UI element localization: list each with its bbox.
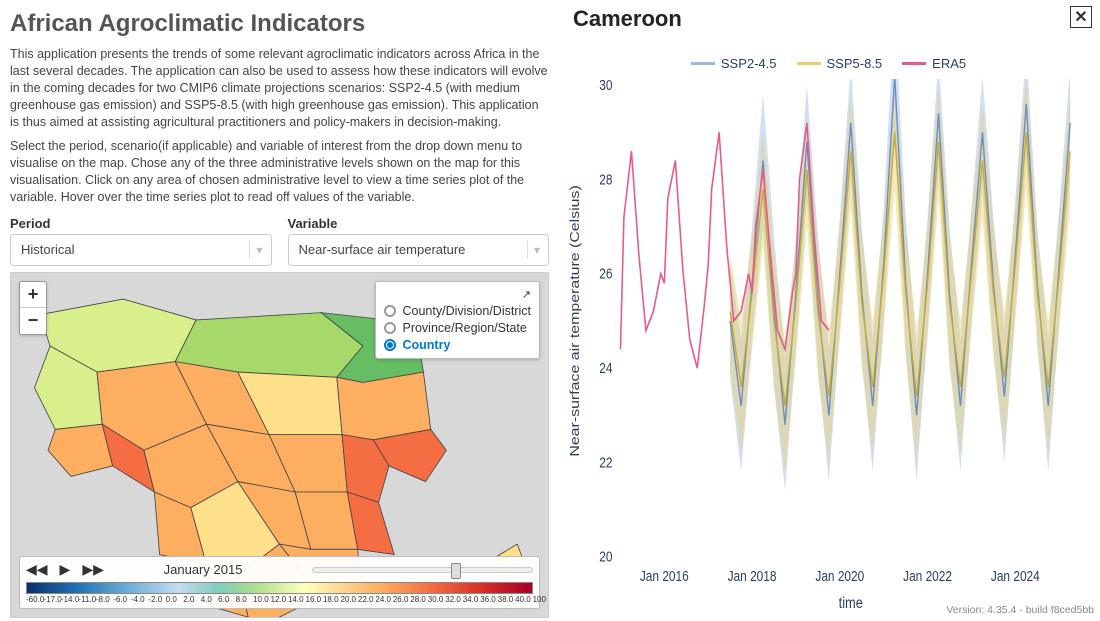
time-panel: ◀◀ ▶ ▶▶ January 2015 -60.0-17.0-14.0-11.… <box>19 556 540 609</box>
layer-radio-2[interactable]: Country <box>384 338 531 352</box>
timeseries-chart[interactable]: 20 22 24 26 28 30 Jan 2016 Jan 2018 Jan 2020 Jan … <box>561 79 1096 618</box>
chevron-down-icon: ▾ <box>256 243 262 257</box>
svg-text:Jan 2020: Jan 2020 <box>815 568 864 584</box>
variable-select[interactable]: Near-surface air temperature ▾ <box>288 234 550 266</box>
svg-text:20: 20 <box>599 548 612 564</box>
time-slider[interactable] <box>312 567 533 573</box>
map[interactable]: + − ↗ County/Division/District Province/R… <box>10 272 549 618</box>
variable-label: Variable <box>288 216 550 231</box>
zoom-control: + − <box>19 281 47 335</box>
svg-text:24: 24 <box>599 360 613 376</box>
svg-text:22: 22 <box>599 454 612 470</box>
time-slider-thumb[interactable] <box>451 563 461 579</box>
time-play-button[interactable]: ▶ <box>60 561 71 578</box>
legend-item[interactable]: SSP5-8.5 <box>797 56 883 71</box>
svg-text:time: time <box>839 595 863 613</box>
svg-text:Near-surface air temperature (: Near-surface air temperature (Celsius) <box>568 185 582 456</box>
colorbar <box>26 582 533 594</box>
time-prev-button[interactable]: ◀◀ <box>26 561 48 578</box>
svg-text:28: 28 <box>599 171 612 187</box>
zoom-out-button[interactable]: − <box>20 308 46 334</box>
intro-paragraph-2: Select the period, scenario(if applicabl… <box>10 138 549 206</box>
intro-paragraph-1: This application presents the trends of … <box>10 46 549 130</box>
zoom-in-button[interactable]: + <box>20 282 46 308</box>
legend-item[interactable]: ERA5 <box>902 56 966 71</box>
expand-icon[interactable]: ↗ <box>384 288 531 301</box>
svg-text:Jan 2018: Jan 2018 <box>728 568 777 584</box>
period-control: Period Historical ▾ <box>10 216 272 266</box>
close-button[interactable]: ✕ <box>1070 6 1092 28</box>
period-label: Period <box>10 216 272 231</box>
map-region[interactable] <box>337 372 431 440</box>
svg-text:Jan 2016: Jan 2016 <box>640 568 689 584</box>
layer-radio-0[interactable]: County/Division/District <box>384 304 531 318</box>
variable-value: Near-surface air temperature <box>299 242 466 257</box>
layer-radio-1[interactable]: Province/Region/State <box>384 321 531 335</box>
period-value: Historical <box>21 242 74 257</box>
period-select[interactable]: Historical ▾ <box>10 234 272 266</box>
svg-text:26: 26 <box>599 265 612 281</box>
page-title: African Agroclimatic Indicators <box>10 10 549 38</box>
right-pane: Cameroon ✕ SSP2-4.5 SSP5-8.5 ERA5 20 22 24 26… <box>555 0 1100 618</box>
time-label: January 2015 <box>164 562 243 577</box>
controls-row: Period Historical ▾ Variable Near-surfac… <box>10 216 549 266</box>
colorbar-ticks: -60.0-17.0-14.0-11.0-8.0-6.0-4.0-2.00.02… <box>26 595 533 604</box>
chart-title: Cameroon <box>573 6 682 32</box>
legend-item[interactable]: SSP2-4.5 <box>691 56 777 71</box>
svg-text:Jan 2022: Jan 2022 <box>903 568 952 584</box>
svg-text:30: 30 <box>599 79 612 93</box>
svg-text:Jan 2024: Jan 2024 <box>991 568 1040 584</box>
chart-legend: SSP2-4.5 SSP5-8.5 ERA5 <box>561 56 1096 71</box>
layer-panel: ↗ County/Division/District Province/Regio… <box>375 281 540 359</box>
variable-control: Variable Near-surface air temperature ▾ <box>288 216 550 266</box>
left-pane: African Agroclimatic Indicators This app… <box>0 0 555 618</box>
time-next-button[interactable]: ▶▶ <box>82 561 104 578</box>
chevron-down-icon: ▾ <box>534 243 540 257</box>
version-label: Version: 4.35.4 - build f8ced5bb <box>946 604 1094 616</box>
